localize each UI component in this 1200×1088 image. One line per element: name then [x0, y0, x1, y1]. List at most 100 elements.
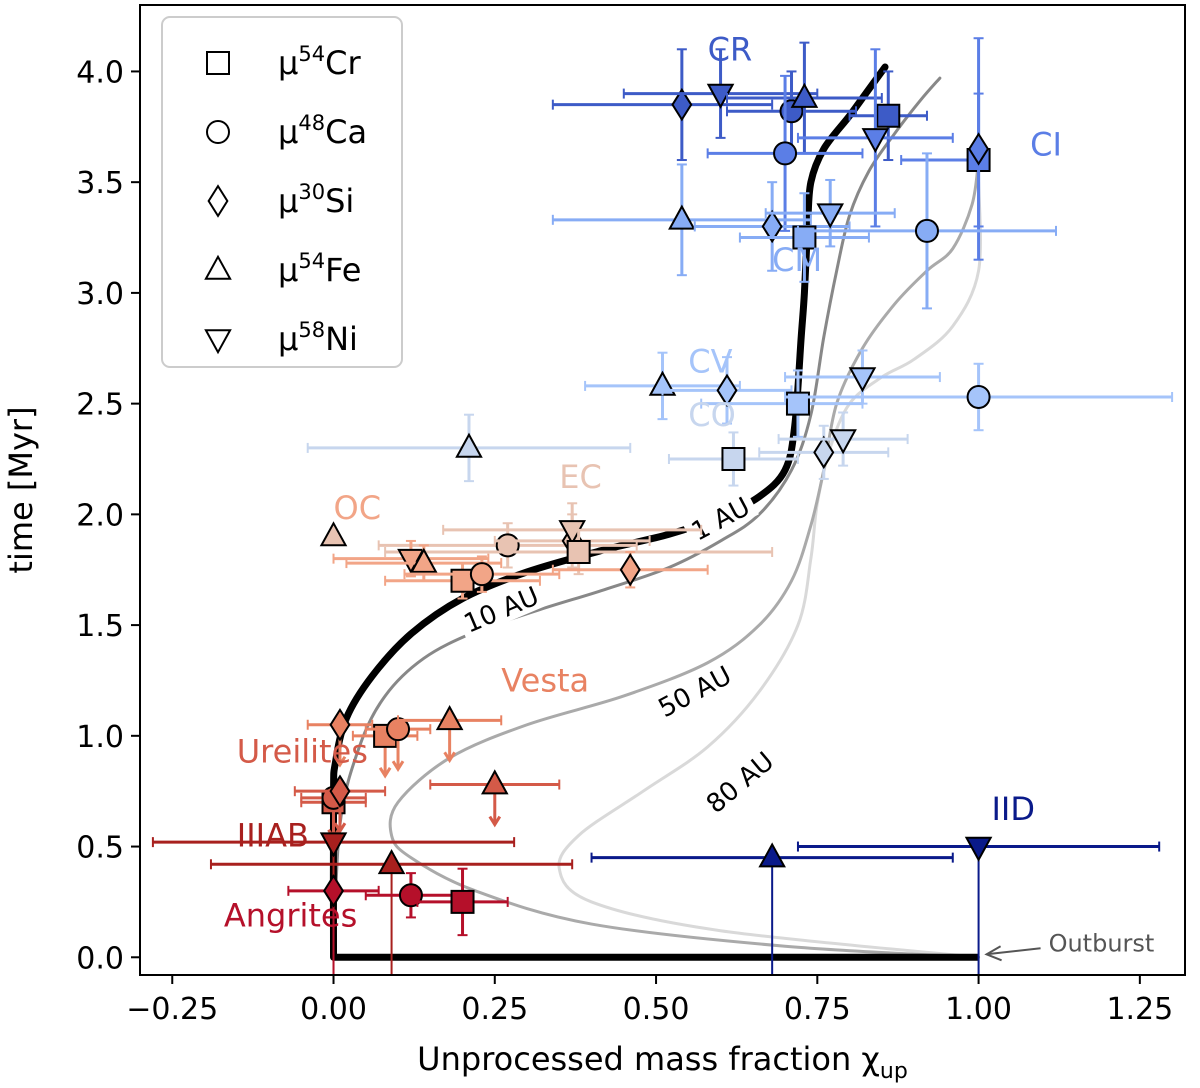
marker-diamond [968, 132, 990, 166]
marker-diamond [329, 708, 351, 742]
x-tick-label: −0.25 [126, 992, 218, 1027]
upper-limit-arrow [443, 751, 456, 764]
marker-triangle-down [848, 367, 877, 393]
y-tick-label: 0.5 [76, 831, 124, 866]
upper-limit-arrow [488, 815, 502, 828]
y-axis-title: time [Myr] [2, 406, 40, 573]
legend-label: μ30Si [278, 180, 354, 220]
curve-50-au [388, 158, 981, 959]
marker-triangle-up [668, 204, 696, 230]
marker-triangle-up [377, 848, 406, 875]
legend-marker-circle [206, 120, 230, 144]
marker-diamond [716, 373, 738, 408]
series-cv [584, 349, 1174, 438]
legend-sup: 48 [298, 111, 325, 135]
legend-marker-triangle-up [204, 254, 232, 280]
upper-limit-arrow [333, 755, 347, 768]
y-tick-label: 1.0 [76, 720, 124, 755]
group-label-angrites: Angrites [224, 896, 357, 934]
series-vesta [306, 705, 503, 779]
x-tick-label: 0.50 [623, 992, 690, 1027]
marker-triangle-up [410, 547, 438, 573]
marker-triangle-down [319, 832, 348, 858]
legend-label: μ54Fe [278, 249, 361, 289]
y-tick-label: 2.5 [76, 388, 124, 423]
group-label-cv: CV [688, 343, 732, 381]
legend-element: Ni [325, 320, 358, 358]
outburst-arrow-head [984, 945, 1002, 962]
outburst-arrow-line [986, 947, 1041, 956]
legend-label: μ48Ca [278, 111, 367, 151]
marker-diamond [761, 209, 783, 244]
marker-triangle-down [816, 203, 845, 229]
curve-label-bg [648, 656, 740, 725]
upper-limit-arrow [333, 822, 347, 835]
legend-sup: 58 [298, 318, 325, 342]
marker-square [450, 889, 475, 914]
y-tick-label: 0.0 [76, 941, 124, 976]
legend-prefix: μ [278, 320, 298, 358]
series-cm [551, 152, 1057, 310]
y-tick-label: 3.5 [76, 166, 124, 201]
curve-1-au [329, 63, 889, 961]
group-label-oc: OC [334, 489, 382, 527]
group-label-ec: EC [559, 458, 602, 496]
x-axis-title-sub: up [880, 1059, 908, 1084]
legend-label: μ58Ni [278, 318, 358, 358]
marker-diamond [671, 87, 693, 122]
axes: −0.25 0.00 0.25 0.50 0.75 1.00 1.25 0.0 0.5 1.0 1.… [2, 4, 1186, 1084]
marker-diamond [619, 552, 641, 587]
series-co [306, 411, 909, 487]
x-tick-label: 0.75 [784, 992, 851, 1027]
x-tick-label: 0.25 [461, 992, 528, 1027]
marker-diamond [322, 874, 345, 908]
legend-label: μ54Cr [278, 42, 361, 82]
x-axis-title: Unprocessed mass fraction χup [417, 1040, 908, 1084]
legend-element: Ca [325, 113, 367, 151]
x-tick-label: 1.25 [1106, 992, 1173, 1027]
legend-marker-diamond [207, 184, 229, 218]
group-label-cr: CR [708, 30, 753, 68]
group-labels: CR CI CM CV CO EC OC Vesta Ureilites IIIAB Angrite… [224, 30, 1155, 962]
legend-sup: 54 [298, 42, 325, 66]
curve-label-bg [454, 577, 547, 640]
group-label-iiiab: IIIAB [237, 817, 309, 855]
y-tick-label: 3.0 [76, 277, 124, 312]
legend-marker-square [206, 51, 230, 75]
group-label-ureilites: Ureilites [237, 732, 368, 770]
series-iid [590, 836, 1161, 975]
data-points [151, 37, 1174, 975]
y-tick-label: 2.0 [76, 498, 124, 533]
marker-diamond [813, 435, 835, 470]
series-ureilites [293, 769, 561, 846]
legend-element: Si [325, 182, 354, 220]
outburst-label: Outburst [1049, 929, 1155, 957]
legend-element: Cr [325, 44, 361, 82]
legend-sup: 54 [298, 249, 325, 273]
group-label-vesta: Vesta [501, 662, 589, 700]
group-label-iid: IID [991, 790, 1035, 828]
x-tick-label: 1.00 [945, 992, 1012, 1027]
marker-circle [914, 218, 939, 243]
curve-label: 80 AU [696, 742, 783, 822]
marker-triangle-up [480, 769, 509, 795]
series-iiiab [151, 832, 574, 975]
marker-diamond [329, 774, 351, 808]
x-tick-label: 0.00 [300, 992, 367, 1027]
marker-triangle-up [790, 82, 819, 108]
group-label-co: CO [688, 396, 736, 434]
legend-marker-triangle-down [204, 329, 232, 355]
marker-circle [966, 384, 991, 409]
group-label-cm: CM [772, 241, 822, 279]
marker-triangle-up [319, 521, 348, 547]
series-ec [319, 502, 774, 576]
marker-triangle-down [861, 128, 890, 154]
plot-frame [139, 4, 1186, 976]
marker-triangle-down [964, 836, 993, 862]
marker-triangle-up [455, 432, 483, 458]
y-tick-label: 1.5 [76, 609, 124, 644]
legend-prefix: μ [278, 251, 298, 289]
marker-circle [469, 562, 494, 587]
